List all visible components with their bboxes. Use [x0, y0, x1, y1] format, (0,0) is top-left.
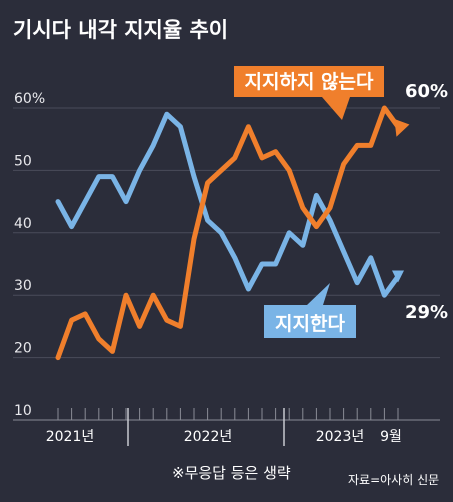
y-tick-label: 40 [14, 216, 32, 232]
y-tick-label: 50 [14, 153, 32, 169]
disapprove-end-value: 60% [405, 81, 448, 102]
approve-end-value: 29% [405, 302, 448, 323]
approve-line [55, 111, 401, 298]
x-tick-label: 2023년 [316, 429, 365, 445]
series-label-approve: 지지한다 [264, 283, 356, 338]
x-tick-label: 2021년 [46, 429, 95, 445]
chart-source: 자료=아사히 신문 [348, 473, 439, 487]
approve-arrow [392, 270, 404, 283]
series-label-disapprove: 지지하지 않는다 [234, 66, 384, 120]
chart-title: 기시다 내각 지지율 추이 [13, 18, 228, 42]
y-tick-label: 20 [14, 341, 32, 357]
approve-callout-box [264, 283, 356, 338]
gridlines [13, 107, 440, 421]
disapprove-label: 지지하지 않는다 [245, 71, 374, 93]
series-lines [55, 105, 410, 361]
approve-label: 지지한다 [275, 313, 345, 335]
x-tick-label: 9월 [380, 429, 402, 445]
chart-note: ※무응답 등은 생략 [172, 464, 291, 482]
disapprove-arrow [394, 119, 410, 137]
y-tick-label: 60% [14, 91, 45, 107]
x-axis: 2021년 2022년 2023년 9월 [13, 408, 440, 446]
y-axis-ticks: 60% 50 40 30 20 10 [14, 91, 45, 419]
x-tick-label: 2022년 [184, 429, 233, 445]
y-tick-label: 10 [14, 403, 32, 419]
disapprove-callout-box [234, 66, 384, 120]
disapprove-line [55, 105, 401, 361]
y-tick-label: 30 [14, 278, 32, 294]
